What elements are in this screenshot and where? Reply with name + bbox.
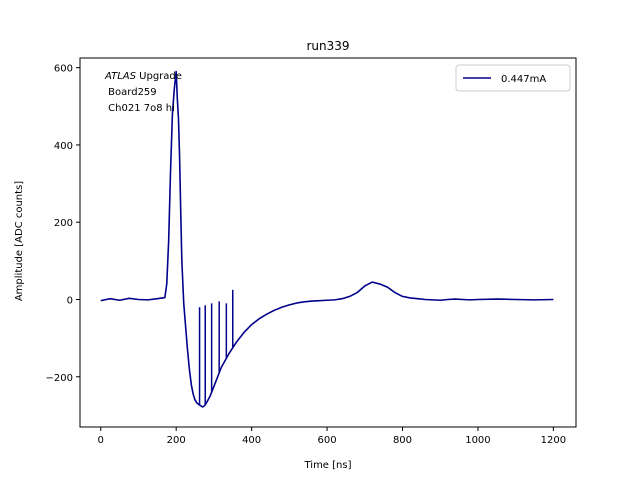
x-tick-label: 800 (393, 435, 412, 446)
y-tick-label: 400 (54, 141, 73, 152)
y-tick-label: 600 (54, 64, 73, 75)
legend: 0.447mA (455, 64, 571, 92)
x-tick-label: 400 (242, 435, 261, 446)
annotation-line-1: ATLAS Upgrade (104, 71, 182, 82)
annotation-upgrade: Upgrade (136, 71, 182, 82)
x-tick-label: 0 (98, 435, 104, 446)
x-axis-label: Time [ns] (303, 460, 351, 471)
annotation-block: ATLAS Upgrade Board259 Ch021 7o8 hi (104, 71, 182, 114)
x-tick-label: 200 (167, 435, 186, 446)
legend-label: 0.447mA (501, 74, 546, 85)
legend-box (455, 64, 571, 92)
annotation-line-3: Ch021 7o8 hi (105, 103, 175, 114)
y-tick-label: 200 (54, 218, 73, 229)
y-tick-label: 0 (67, 295, 73, 306)
chart-title: run339 (306, 39, 349, 53)
annotation-line-2: Board259 (105, 87, 157, 98)
axes-frame (79, 57, 577, 428)
plot-area: 0 200 400 600 800 1000 1200 −200 0 200 400 600 (46, 57, 577, 446)
y-axis-label: Amplitude [ADC counts] (14, 181, 25, 301)
annotation-atlas: ATLAS (104, 71, 137, 82)
x-tick-label: 1000 (465, 435, 490, 446)
x-tick-label: 1200 (541, 435, 566, 446)
x-tick-label: 600 (318, 435, 337, 446)
y-tick-label: −200 (46, 373, 73, 384)
